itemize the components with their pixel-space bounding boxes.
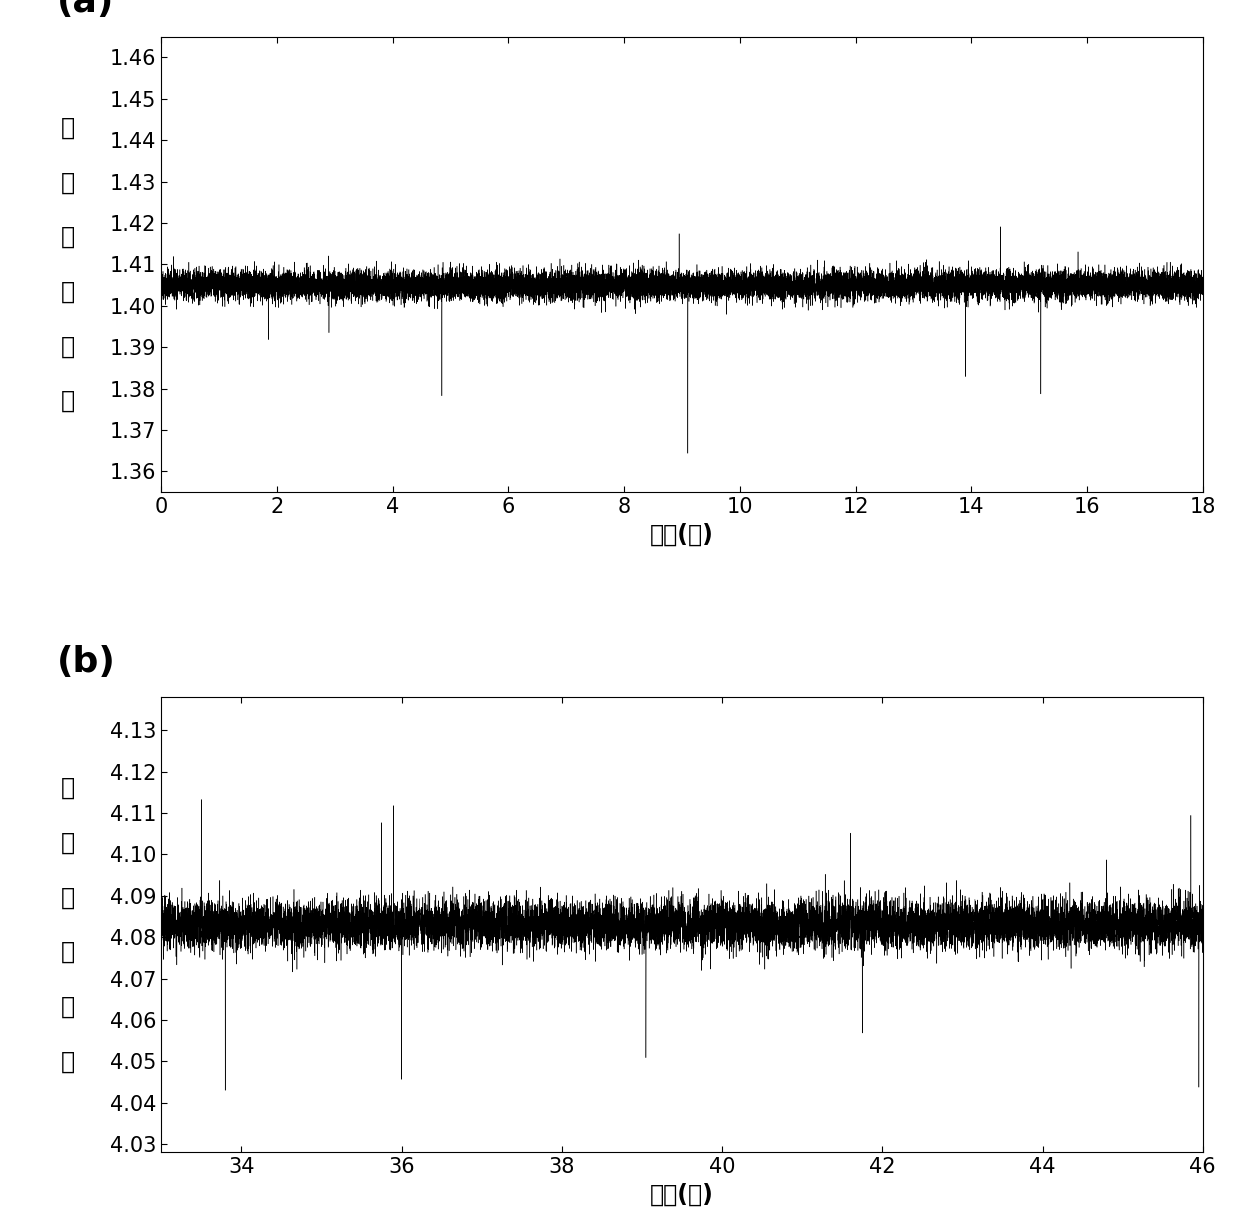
Text: 振: 振	[61, 115, 74, 140]
Text: 幅: 幅	[61, 831, 74, 855]
Text: 振: 振	[61, 776, 74, 801]
Text: （: （	[61, 226, 74, 249]
Text: 伏: 伏	[61, 335, 74, 358]
X-axis label: 时间(秒): 时间(秒)	[650, 522, 714, 547]
Text: (b): (b)	[57, 645, 115, 679]
Text: 毫: 毫	[61, 280, 74, 304]
Text: (a): (a)	[57, 0, 114, 18]
Text: （: （	[61, 885, 74, 910]
Text: ）: ）	[61, 1049, 74, 1074]
Text: 伏: 伏	[61, 994, 74, 1019]
Text: ）: ）	[61, 389, 74, 413]
Text: 幅: 幅	[61, 170, 74, 195]
Text: 毫: 毫	[61, 940, 74, 964]
X-axis label: 时间(秒): 时间(秒)	[650, 1183, 714, 1206]
